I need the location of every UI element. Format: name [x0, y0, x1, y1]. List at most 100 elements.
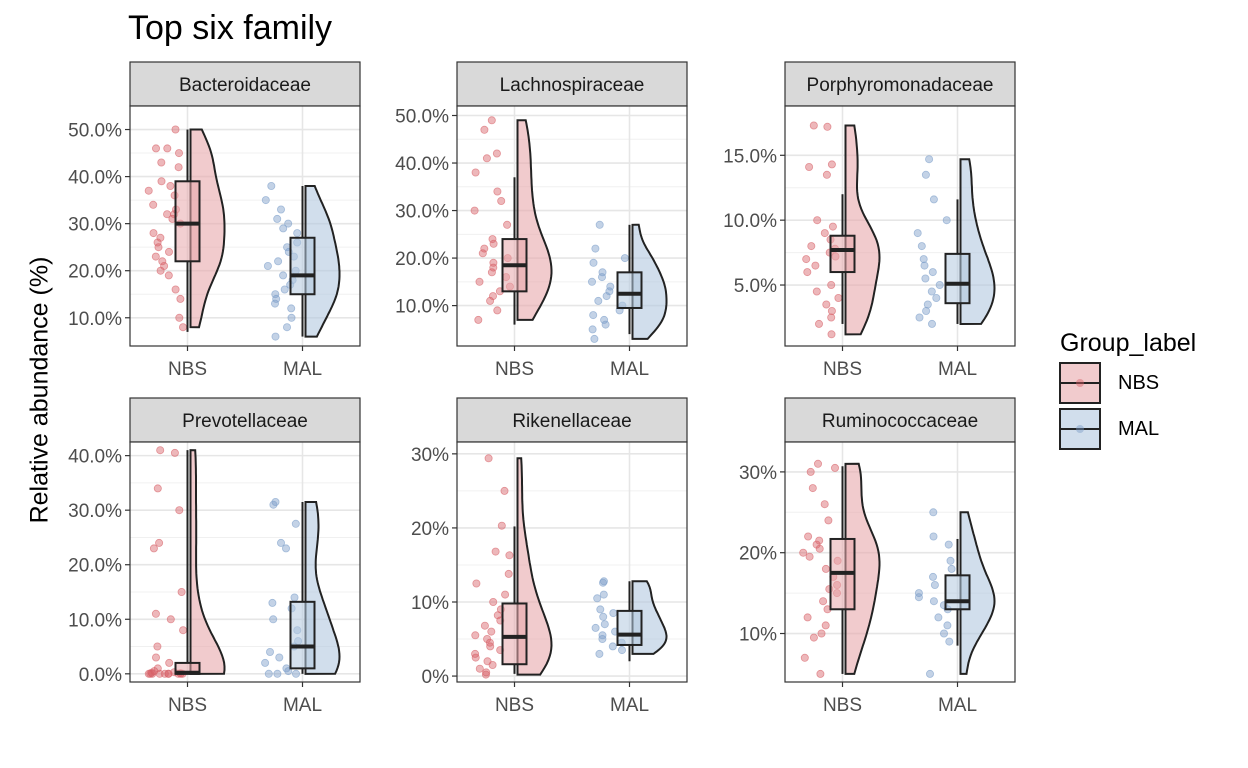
panel-border: [784, 105, 1016, 347]
data-point: [151, 653, 160, 662]
data-point: [157, 177, 166, 186]
data-point: [497, 521, 506, 530]
data-point: [806, 467, 815, 476]
data-point: [934, 613, 943, 622]
box-iqr: [944, 574, 971, 611]
data-point: [932, 293, 941, 302]
data-point: [930, 581, 939, 590]
legend-key-point: [1076, 379, 1084, 387]
legend-label-mal: MAL: [1118, 417, 1160, 440]
data-point: [471, 653, 480, 662]
data-point: [291, 669, 300, 678]
data-point: [799, 548, 808, 557]
data-point: [474, 315, 483, 324]
data-point: [491, 547, 500, 556]
half-violin: [844, 462, 881, 675]
series-mal: [591, 577, 668, 662]
data-point: [472, 579, 481, 588]
facet-strip: [129, 397, 361, 443]
data-point: [171, 125, 180, 134]
box-iqr: [829, 234, 856, 274]
box-iqr: [616, 609, 643, 646]
data-point: [594, 296, 603, 305]
data-point: [812, 540, 821, 549]
data-point: [824, 516, 833, 525]
data-point: [174, 163, 183, 172]
data-point: [929, 508, 938, 517]
data-point: [275, 653, 284, 662]
data-point: [290, 593, 299, 602]
x-tick-label: NBS: [168, 359, 207, 380]
legend-key-nbs: [1059, 362, 1101, 404]
data-point: [487, 627, 496, 636]
facet-strip: [129, 61, 361, 107]
facet-strip-label: Rikenellaceae: [512, 411, 631, 432]
box-iqr: [501, 602, 528, 666]
y-tick-label: 10%: [739, 625, 777, 646]
series-mal: [913, 155, 996, 328]
x-tick-label: MAL: [938, 359, 977, 380]
data-point: [928, 319, 937, 328]
data-point: [287, 313, 296, 322]
half-violin: [844, 124, 881, 336]
y-tick-label: 50.0%: [395, 107, 449, 128]
data-point: [177, 588, 186, 597]
data-point: [805, 552, 814, 561]
legend-item-nbs: NBS: [1058, 360, 1196, 406]
data-point: [486, 296, 495, 305]
facet-panel-rikenellaceae: Rikenellaceae 0% 10% 20% 30% NBS MAL: [411, 397, 688, 716]
data-point: [151, 252, 160, 261]
data-point: [802, 255, 811, 264]
data-point: [281, 544, 290, 553]
data-point: [287, 304, 296, 313]
data-point: [144, 186, 153, 195]
data-point: [600, 315, 609, 324]
half-violin: [631, 223, 668, 340]
panel-border: [456, 105, 688, 347]
facet-strip-label: Bacteroidaceae: [179, 75, 311, 96]
y-tick-label: 10.0%: [68, 610, 122, 631]
data-point: [174, 149, 183, 158]
facet-strip-label: Lachnospiraceae: [500, 75, 645, 96]
facet-strip-label: Porphyromonadaceae: [807, 75, 994, 96]
data-point: [922, 306, 931, 315]
series-nbs: [470, 116, 553, 325]
data-point: [822, 170, 831, 179]
y-tick-label: 20.0%: [68, 556, 122, 577]
data-point: [596, 605, 605, 614]
half-violin: [189, 449, 226, 675]
y-tick-label: 20%: [739, 544, 777, 565]
data-point: [588, 325, 597, 334]
data-point: [261, 196, 270, 205]
data-point: [504, 569, 513, 578]
data-point: [284, 219, 293, 228]
data-point: [947, 564, 956, 573]
data-point: [269, 500, 278, 509]
y-tick-label: 20.0%: [68, 262, 122, 283]
data-point: [176, 294, 185, 303]
data-point: [804, 532, 813, 541]
panel-border: [129, 105, 361, 347]
series-mal: [914, 508, 996, 678]
box-iqr: [616, 271, 643, 309]
data-point: [179, 626, 188, 635]
panel-border: [456, 441, 688, 683]
y-tick-label: 30.0%: [395, 202, 449, 223]
data-point: [598, 273, 607, 282]
data-point: [263, 261, 272, 270]
data-point: [144, 669, 153, 678]
facet-strip-label: Prevotellaceae: [182, 411, 308, 432]
data-point: [166, 181, 175, 190]
data-point: [809, 121, 818, 130]
data-point: [154, 243, 163, 252]
data-point: [800, 653, 809, 662]
data-point: [828, 222, 837, 231]
x-tick-label: MAL: [283, 695, 322, 716]
y-tick-label: 20.0%: [395, 249, 449, 270]
data-point: [591, 244, 600, 253]
data-point: [279, 271, 288, 280]
facet-strip: [784, 397, 1016, 443]
data-point: [819, 597, 828, 606]
panel-border: [784, 441, 1016, 683]
data-point: [488, 661, 497, 670]
